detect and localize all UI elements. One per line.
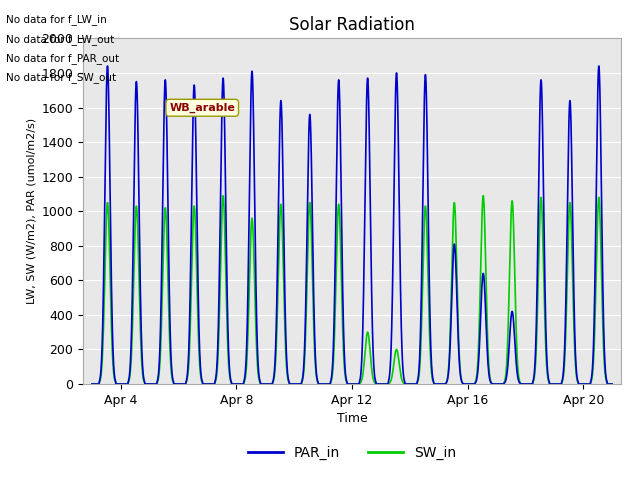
SW_in bbox=[499, 381, 506, 387]
Text: No data for f_LW_in: No data for f_LW_in bbox=[6, 14, 107, 25]
Y-axis label: LW, SW (W/m2), PAR (umol/m2/s): LW, SW (W/m2), PAR (umol/m2/s) bbox=[26, 118, 36, 304]
PAR_in bbox=[227, 378, 235, 384]
PAR_in bbox=[499, 381, 506, 387]
Legend: PAR_in, SW_in: PAR_in, SW_in bbox=[248, 446, 456, 460]
SW_in bbox=[88, 381, 96, 387]
SW_in bbox=[220, 193, 227, 199]
Line: SW_in: SW_in bbox=[92, 196, 612, 384]
PAR_in bbox=[608, 381, 616, 387]
SW_in bbox=[414, 379, 422, 384]
Text: No data for f_SW_out: No data for f_SW_out bbox=[6, 72, 116, 83]
PAR_in bbox=[118, 381, 125, 387]
Line: PAR_in: PAR_in bbox=[92, 66, 612, 384]
SW_in bbox=[406, 381, 414, 387]
Title: Solar Radiation: Solar Radiation bbox=[289, 16, 415, 34]
X-axis label: Time: Time bbox=[337, 412, 367, 425]
Text: No data for f_LW_out: No data for f_LW_out bbox=[6, 34, 115, 45]
Text: WB_arable: WB_arable bbox=[170, 103, 235, 113]
PAR_in bbox=[104, 63, 111, 69]
SW_in bbox=[608, 381, 616, 387]
SW_in bbox=[118, 381, 125, 387]
SW_in bbox=[227, 379, 235, 385]
PAR_in bbox=[406, 381, 414, 387]
PAR_in bbox=[600, 317, 607, 323]
SW_in bbox=[600, 344, 607, 349]
PAR_in bbox=[88, 381, 96, 387]
PAR_in bbox=[414, 377, 422, 383]
Text: No data for f_PAR_out: No data for f_PAR_out bbox=[6, 53, 120, 64]
